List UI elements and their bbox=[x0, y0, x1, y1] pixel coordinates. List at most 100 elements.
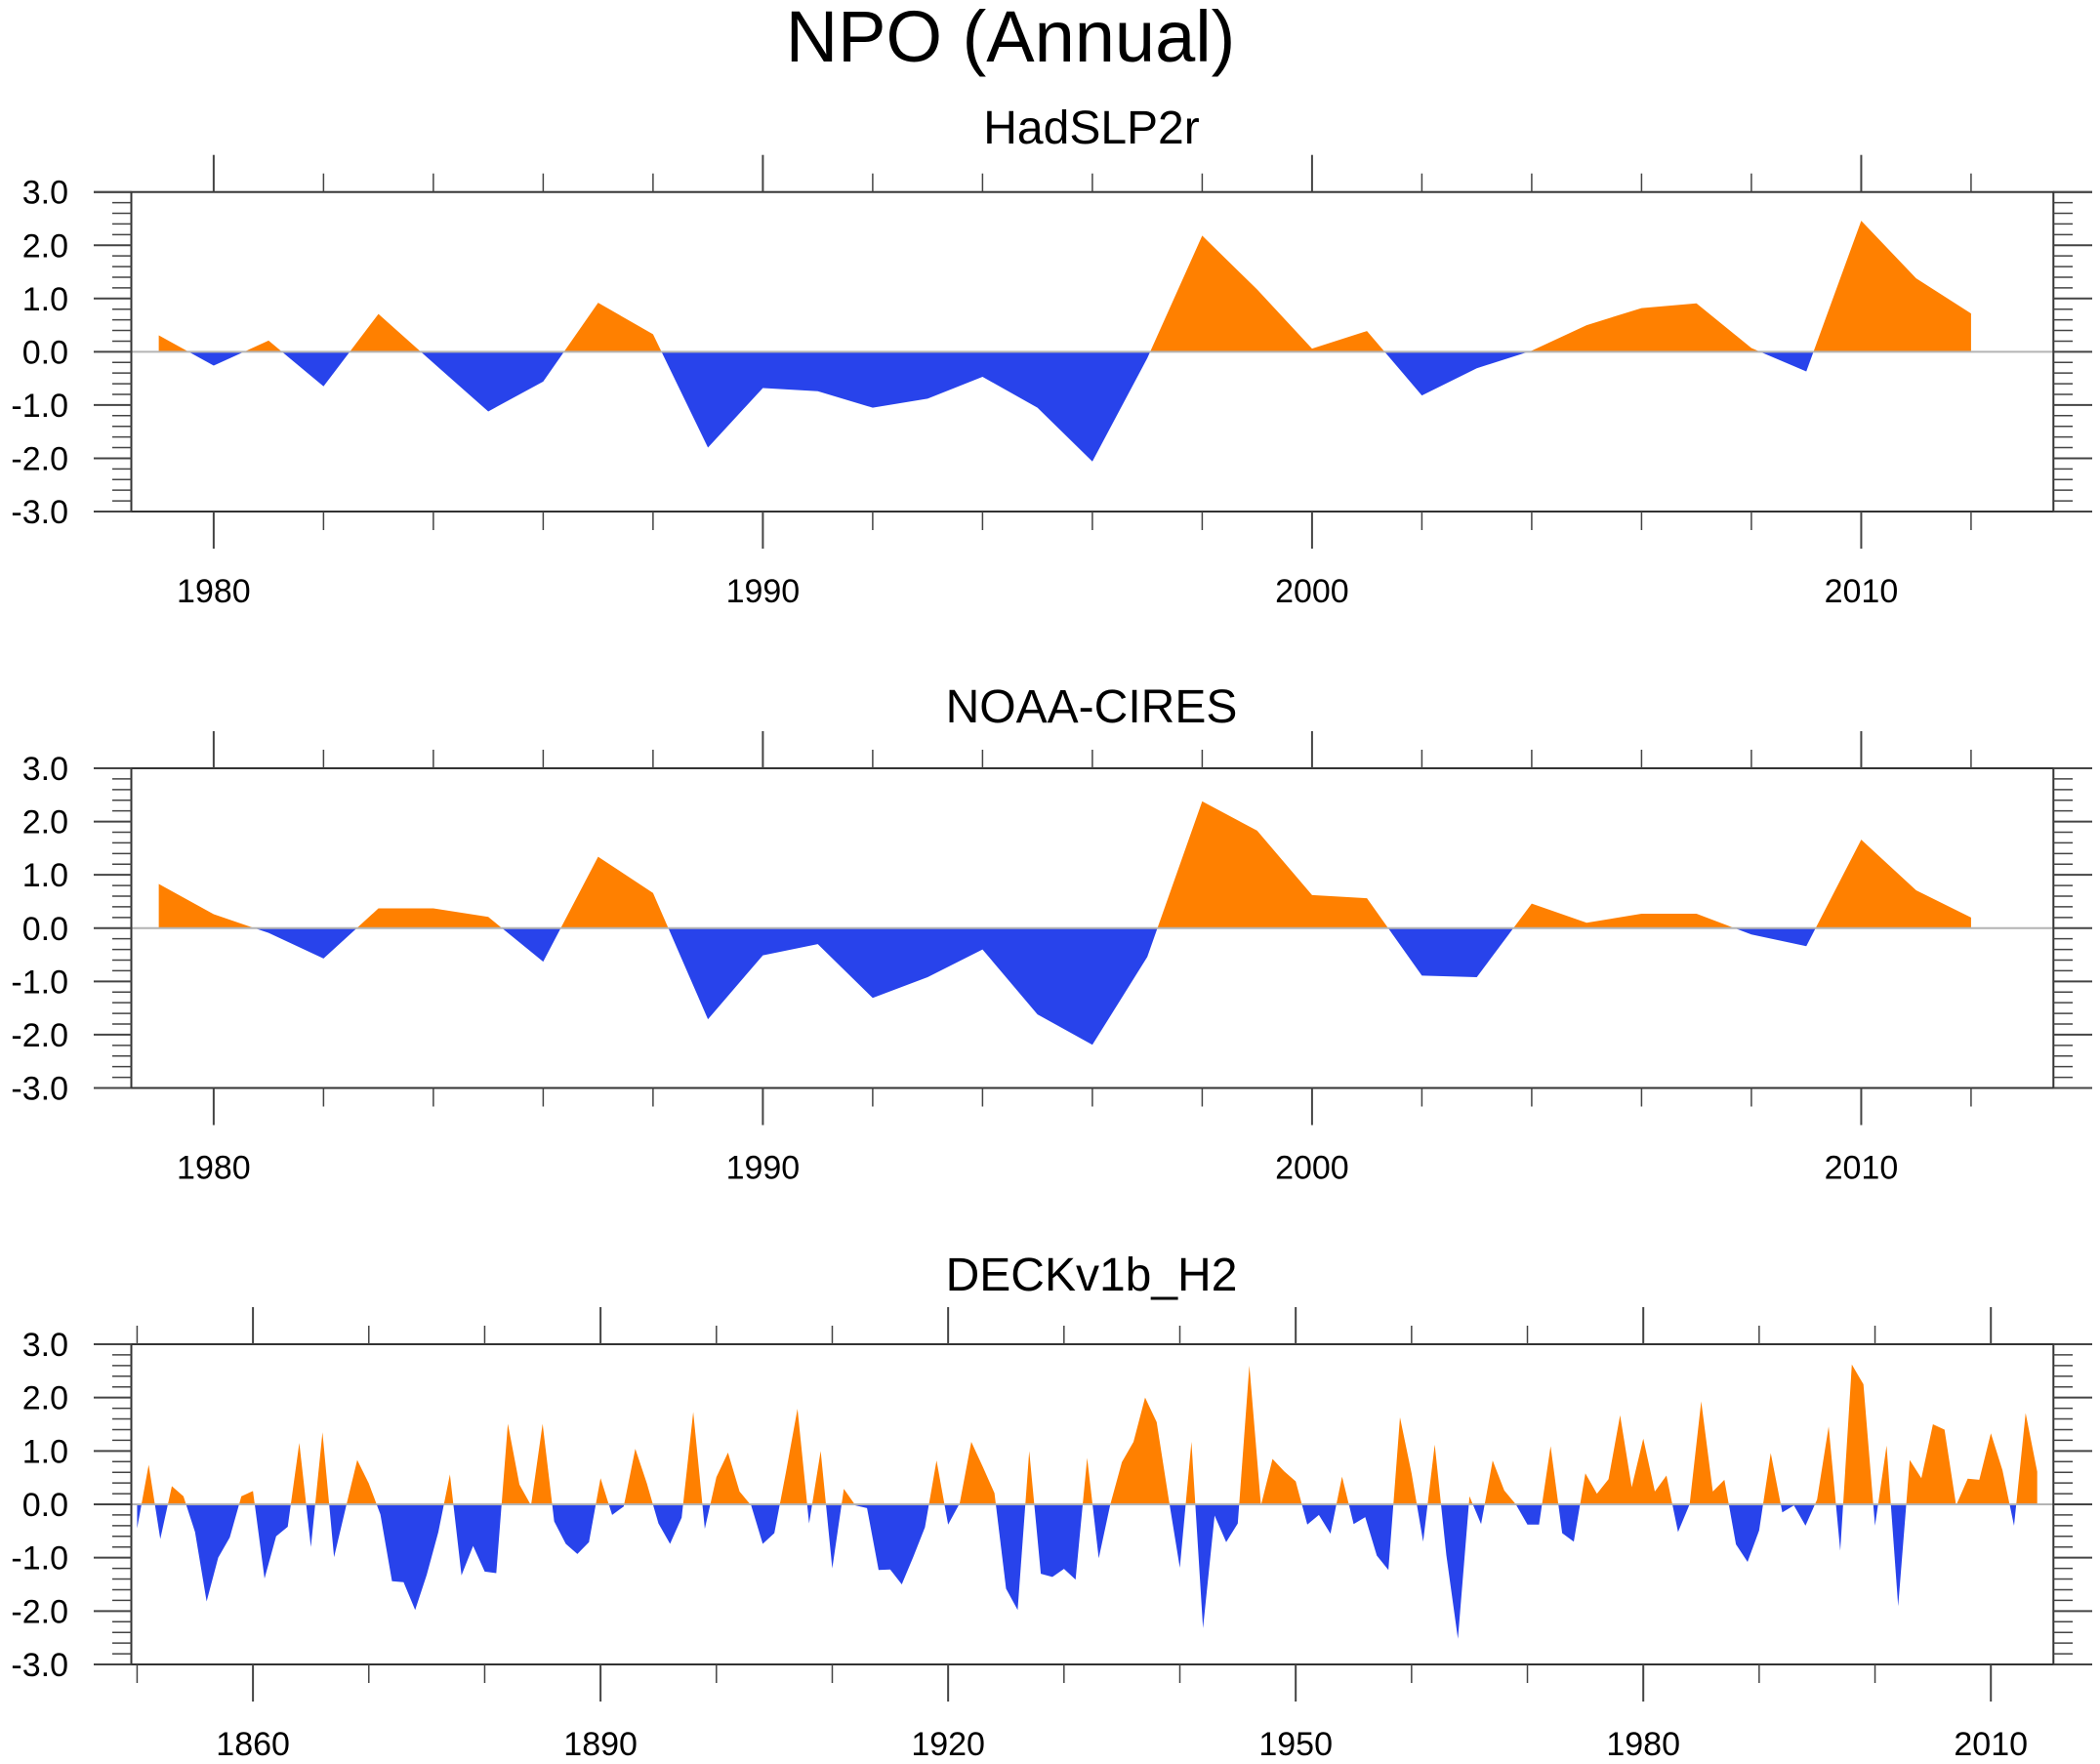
x-tick-label: 1990 bbox=[726, 573, 801, 610]
positive-area bbox=[356, 908, 503, 928]
y-tick-label: -3.0 bbox=[11, 1647, 68, 1684]
negative-area bbox=[1759, 351, 1814, 372]
negative-area bbox=[1441, 1504, 1469, 1639]
positive-area bbox=[1842, 1364, 1874, 1504]
x-axis: 1980 1990 2000 2010 bbox=[177, 154, 1972, 610]
x-tick-label: 1980 bbox=[177, 573, 251, 610]
area-series bbox=[137, 1364, 2038, 1639]
negative-area bbox=[1781, 1504, 1816, 1526]
negative-area bbox=[552, 1504, 597, 1554]
negative-area bbox=[668, 927, 1158, 1046]
y-tick-label: 2.0 bbox=[22, 804, 68, 841]
negative-area bbox=[608, 1504, 625, 1515]
negative-area bbox=[1890, 1504, 1907, 1607]
panel-title: NOAA-CIRES bbox=[946, 681, 1238, 733]
positive-area bbox=[1513, 903, 1735, 928]
negative-area bbox=[1472, 1504, 1485, 1525]
negative-area bbox=[996, 1504, 1026, 1611]
positive-area bbox=[1336, 1476, 1349, 1504]
positive-area bbox=[158, 883, 255, 928]
positive-area bbox=[167, 1486, 186, 1504]
negative-area bbox=[1195, 1504, 1240, 1628]
panel-hadslp2r: HadSLP2r 3.0 2.0 1.0 0.0 -1.0 -2.0 -3.0 1980 199… bbox=[11, 103, 2092, 610]
negative-area bbox=[502, 927, 561, 963]
negative-area bbox=[1384, 351, 1529, 396]
positive-area bbox=[1813, 221, 1971, 352]
y-tick-label: 3.0 bbox=[22, 751, 68, 788]
negative-area bbox=[826, 1504, 843, 1569]
negative-area bbox=[750, 1504, 780, 1544]
positive-area bbox=[842, 1489, 855, 1504]
x-tick-label: 2000 bbox=[1275, 573, 1349, 610]
positive-area bbox=[238, 1491, 255, 1504]
negative-area bbox=[1301, 1504, 1337, 1535]
negative-area bbox=[1387, 927, 1514, 977]
negative-area bbox=[1515, 1504, 1543, 1525]
positive-area bbox=[1427, 1444, 1441, 1504]
positive-area bbox=[531, 1423, 553, 1504]
positive-area bbox=[1393, 1416, 1418, 1504]
positive-area bbox=[1260, 1458, 1302, 1504]
y-tick-label: 3.0 bbox=[22, 175, 68, 212]
positive-area bbox=[243, 340, 282, 352]
y-axis: 3.0 2.0 1.0 0.0 -1.0 -2.0 -3.0 bbox=[11, 175, 2092, 531]
y-tick-label: -1.0 bbox=[11, 388, 68, 425]
area-series bbox=[158, 800, 1971, 1046]
positive-area bbox=[1542, 1446, 1559, 1504]
positive-area bbox=[1185, 1442, 1196, 1504]
positive-area bbox=[1906, 1424, 1956, 1504]
y-tick-label: 0.0 bbox=[22, 911, 68, 948]
negative-area bbox=[652, 1504, 683, 1544]
y-tick-label: 1.0 bbox=[22, 1433, 68, 1470]
positive-area bbox=[346, 1459, 377, 1504]
negative-area bbox=[185, 1504, 239, 1602]
x-tick-label: 1990 bbox=[726, 1150, 801, 1187]
positive-area bbox=[811, 1451, 826, 1504]
negative-area bbox=[329, 1504, 347, 1558]
negative-area bbox=[281, 351, 350, 387]
negative-area bbox=[1348, 1504, 1394, 1571]
y-tick-label: -3.0 bbox=[11, 1071, 68, 1108]
x-tick-label: 2010 bbox=[1954, 1726, 2028, 1763]
positive-area bbox=[1157, 800, 1388, 928]
positive-area bbox=[141, 1464, 155, 1504]
positive-area bbox=[290, 1443, 307, 1504]
x-tick-label: 2010 bbox=[1825, 573, 1899, 610]
negative-area bbox=[806, 1504, 812, 1524]
y-tick-label: -2.0 bbox=[11, 440, 68, 477]
x-tick-label: 1920 bbox=[911, 1726, 985, 1763]
positive-area bbox=[1239, 1365, 1261, 1504]
positive-area bbox=[779, 1409, 807, 1504]
positive-area bbox=[1762, 1453, 1781, 1504]
y-tick-label: -2.0 bbox=[11, 1593, 68, 1630]
y-tick-label: -1.0 bbox=[11, 964, 68, 1001]
positive-area bbox=[443, 1474, 454, 1504]
negative-area bbox=[1728, 1504, 1763, 1563]
x-tick-label: 1950 bbox=[1258, 1726, 1333, 1763]
y-tick-label: 1.0 bbox=[22, 281, 68, 318]
y-axis: 3.0 2.0 1.0 0.0 -1.0 -2.0 -3.0 bbox=[11, 1327, 2092, 1684]
negative-area bbox=[2009, 1504, 2017, 1526]
positive-area bbox=[928, 1460, 945, 1504]
positive-area bbox=[1528, 303, 1760, 352]
y-tick-label: 2.0 bbox=[22, 1380, 68, 1417]
negative-area bbox=[137, 1504, 142, 1529]
positive-area bbox=[1689, 1401, 1729, 1504]
x-tick-label: 1860 bbox=[216, 1726, 290, 1763]
positive-area bbox=[1815, 1426, 1836, 1504]
panel-title: DECKv1b_H2 bbox=[946, 1250, 1238, 1301]
positive-area bbox=[1468, 1496, 1473, 1504]
negative-area bbox=[1558, 1504, 1581, 1542]
positive-area bbox=[1150, 235, 1385, 352]
positive-area bbox=[1956, 1433, 2010, 1504]
negative-area bbox=[944, 1504, 960, 1525]
negative-area bbox=[702, 1504, 711, 1530]
negative-area bbox=[1835, 1504, 1843, 1551]
positive-area bbox=[2016, 1413, 2038, 1504]
positive-area bbox=[1484, 1460, 1516, 1504]
negative-area bbox=[1734, 927, 1816, 947]
positive-area bbox=[158, 335, 189, 352]
y-tick-label: 0.0 bbox=[22, 334, 68, 371]
negative-area bbox=[254, 927, 357, 959]
